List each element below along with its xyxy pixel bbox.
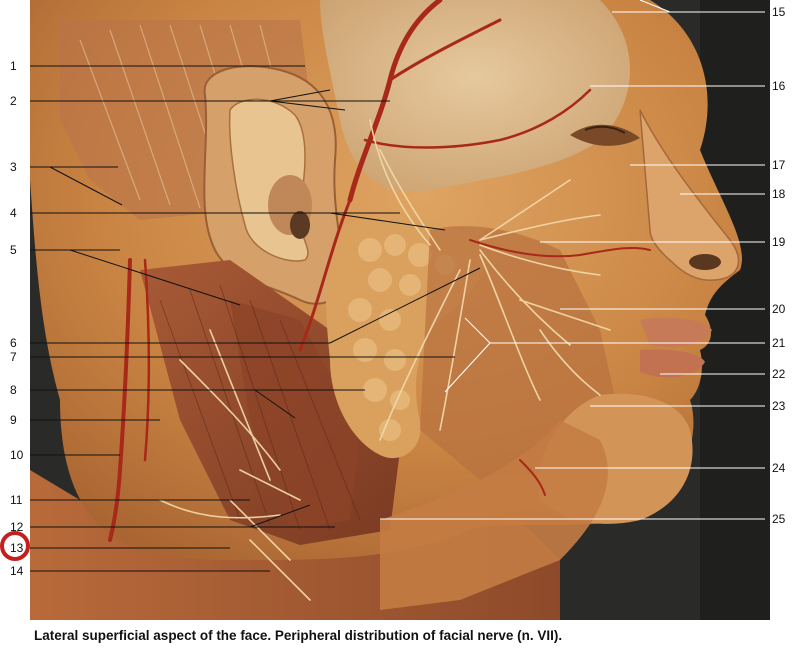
label-15: 15 [772, 5, 786, 19]
label-18: 18 [772, 187, 786, 201]
label-19: 19 [772, 235, 786, 249]
label-4: 4 [10, 206, 17, 220]
label-22: 22 [772, 367, 786, 381]
label-24: 24 [772, 461, 786, 475]
label-23: 23 [772, 399, 786, 413]
label-11: 11 [10, 493, 23, 507]
label-3: 3 [10, 160, 17, 174]
label-7: 7 [10, 350, 17, 364]
label-14: 14 [10, 564, 24, 578]
label-17: 17 [772, 158, 786, 172]
label-5: 5 [10, 243, 17, 257]
label-12: 12 [10, 520, 24, 534]
anatomy-photo: 1 2 3 4 5 6 7 8 9 10 11 12 13 14 15 16 1… [0, 0, 786, 620]
label-21: 21 [772, 336, 786, 350]
label-16: 16 [772, 79, 786, 93]
label-9: 9 [10, 413, 17, 427]
label-8: 8 [10, 383, 17, 397]
label-2: 2 [10, 94, 17, 108]
label-25: 25 [772, 512, 786, 526]
label-10: 10 [10, 448, 24, 462]
label-6: 6 [10, 336, 17, 350]
highlight-circle [0, 531, 30, 561]
label-20: 20 [772, 302, 786, 316]
label-1: 1 [10, 59, 17, 73]
figure-caption: Lateral superficial aspect of the face. … [34, 628, 563, 643]
